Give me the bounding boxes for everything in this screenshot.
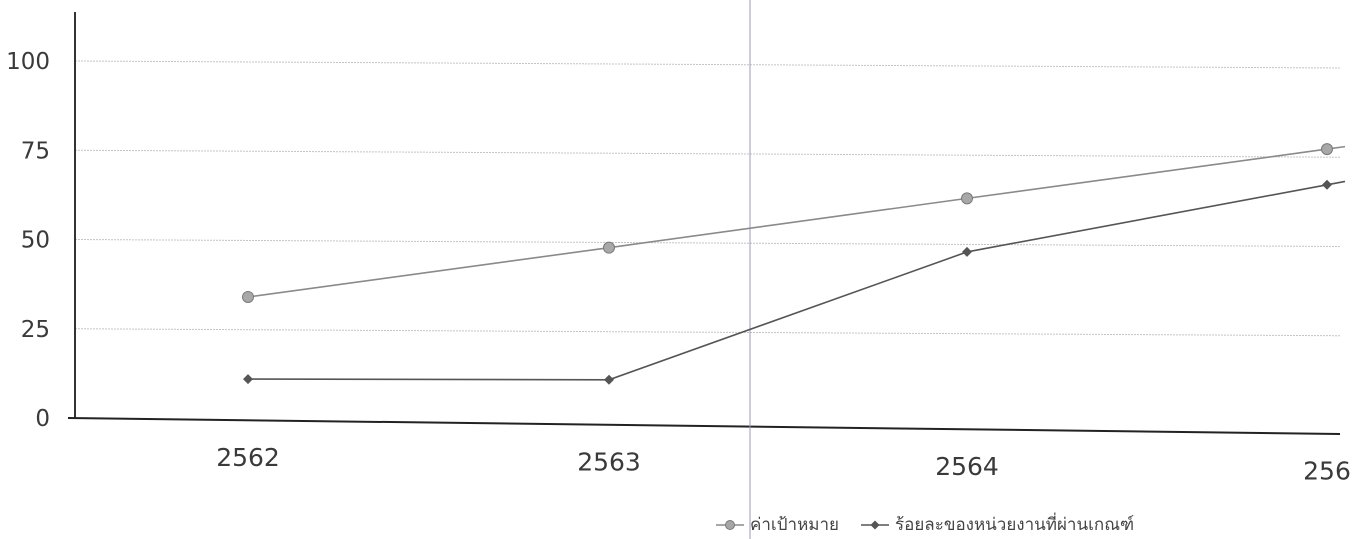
- data-point: [961, 192, 973, 205]
- data-point: [962, 246, 972, 257]
- data-point: [603, 241, 615, 254]
- series-line: [247, 180, 1346, 381]
- diamond-marker-icon: [860, 520, 889, 529]
- data-point: [1322, 179, 1332, 190]
- gridline: [74, 60, 1341, 69]
- data-point: [1321, 143, 1333, 156]
- y-tick-label: 100: [6, 49, 50, 75]
- series-group: [242, 143, 1346, 385]
- circle-marker-icon: [716, 519, 744, 530]
- y-tick-label: 0: [35, 406, 50, 432]
- grid-lines: [74, 60, 1341, 337]
- legend-item-target[interactable]: ค่าเป้าหมาย: [716, 511, 839, 538]
- gridline: [74, 239, 1341, 247]
- x-tick-label: 2564: [935, 452, 999, 481]
- y-axis-tick-labels: 0 25 50 75 100: [6, 49, 50, 432]
- axes: [67, 0, 1341, 539]
- data-point: [243, 374, 253, 385]
- x-axis-tick-labels: 2562 2563 2564 256: [216, 443, 1351, 486]
- x-tick-label: 256: [1303, 457, 1351, 486]
- x-axis-line: [67, 417, 1341, 435]
- x-tick-label: 2563: [577, 448, 641, 477]
- legend-label-target: ค่าเป้าหมาย: [750, 515, 839, 535]
- y-tick-label: 25: [21, 317, 50, 343]
- data-point: [604, 374, 614, 385]
- gridline: [74, 149, 1341, 158]
- legend-item-percent-passed[interactable]: ร้อยละของหน่วยงานที่ผ่านเกณฑ์: [860, 511, 1135, 538]
- series-line: [247, 145, 1346, 298]
- y-tick-label: 75: [21, 138, 50, 164]
- x-tick-label: 2562: [216, 443, 280, 472]
- legend: ค่าเป้าหมาย ร้อยละของหน่วยงานที่ผ่านเกณฑ…: [716, 511, 1134, 538]
- data-point: [242, 290, 254, 303]
- legend-label-percent-passed: ร้อยละของหน่วยงานที่ผ่านเกณฑ์: [894, 515, 1135, 535]
- y-tick-label: 50: [21, 228, 50, 254]
- gridline: [74, 328, 1341, 337]
